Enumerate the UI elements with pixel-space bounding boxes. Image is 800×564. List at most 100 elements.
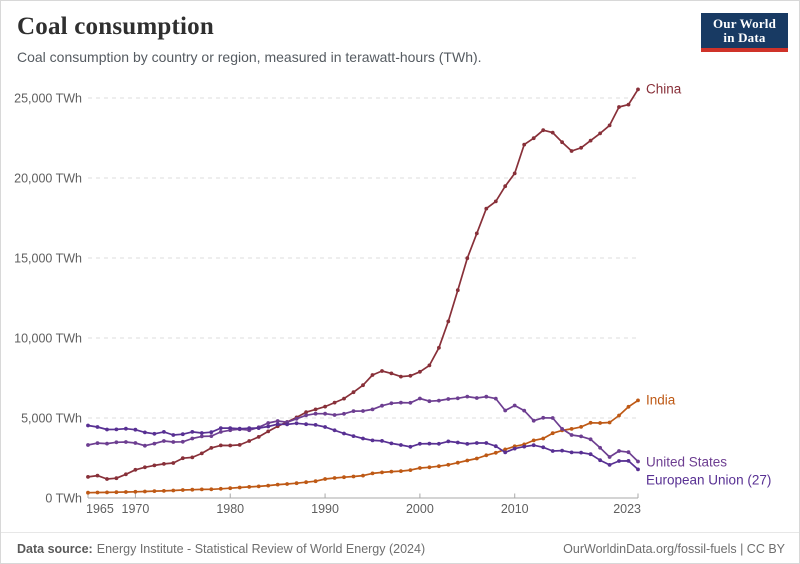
data-point[interactable] [237, 485, 242, 490]
data-point[interactable] [294, 421, 299, 426]
data-point[interactable] [313, 407, 318, 412]
data-point[interactable] [247, 439, 252, 443]
data-point[interactable] [531, 443, 536, 448]
data-point[interactable] [550, 449, 555, 453]
data-point[interactable] [541, 415, 546, 420]
data-point[interactable] [408, 468, 413, 472]
data-point[interactable] [209, 487, 214, 492]
data-point[interactable] [152, 431, 157, 436]
data-point[interactable] [474, 456, 479, 461]
data-point[interactable] [389, 371, 394, 376]
data-point[interactable] [143, 465, 147, 470]
data-point[interactable] [190, 487, 195, 492]
data-point[interactable] [190, 436, 195, 441]
data-point[interactable] [86, 423, 90, 428]
data-point[interactable] [408, 444, 413, 449]
data-point[interactable] [465, 442, 470, 446]
data-point[interactable] [598, 421, 602, 425]
data-point[interactable] [133, 427, 138, 432]
data-point[interactable] [446, 462, 451, 467]
data-point[interactable] [95, 425, 100, 429]
data-point[interactable] [180, 488, 185, 492]
data-point[interactable] [560, 448, 564, 453]
data-point[interactable] [332, 413, 337, 417]
data-point[interactable] [105, 490, 109, 495]
data-point[interactable] [342, 431, 346, 436]
data-point[interactable] [503, 184, 508, 189]
data-point[interactable] [114, 476, 119, 481]
data-point[interactable] [218, 486, 223, 491]
data-point[interactable] [626, 450, 631, 455]
data-point[interactable] [162, 439, 166, 443]
data-point[interactable] [86, 443, 90, 447]
data-point[interactable] [607, 455, 612, 459]
data-point[interactable] [465, 458, 470, 463]
owid-link[interactable]: OurWorldinData.org/fossil-fuels | CC BY [563, 542, 785, 556]
data-point[interactable] [522, 142, 527, 147]
data-point[interactable] [351, 474, 356, 479]
data-point[interactable] [399, 469, 403, 473]
data-point[interactable] [569, 433, 574, 437]
data-point[interactable] [256, 426, 261, 430]
data-point[interactable] [569, 149, 574, 153]
data-point[interactable] [228, 443, 233, 448]
data-point[interactable] [114, 440, 119, 445]
data-point[interactable] [370, 373, 375, 377]
data-point[interactable] [399, 400, 403, 405]
data-point[interactable] [484, 394, 489, 399]
data-point[interactable] [266, 429, 271, 434]
data-point[interactable] [162, 489, 166, 493]
data-point[interactable] [209, 430, 214, 435]
data-point[interactable] [332, 400, 337, 405]
data-point[interactable] [171, 440, 176, 444]
data-point[interactable] [180, 432, 185, 437]
data-point[interactable] [579, 145, 583, 150]
data-point[interactable] [152, 489, 157, 493]
data-point[interactable] [550, 130, 555, 135]
data-point[interactable] [617, 459, 621, 463]
data-point[interactable] [550, 431, 555, 436]
data-point[interactable] [152, 441, 157, 446]
data-point[interactable] [361, 436, 365, 441]
data-point[interactable] [380, 470, 384, 475]
data-point[interactable] [503, 447, 508, 452]
data-point[interactable] [560, 427, 564, 431]
data-point[interactable] [275, 482, 280, 487]
data-point[interactable] [247, 485, 252, 489]
data-point[interactable] [522, 408, 527, 413]
data-point[interactable] [427, 465, 432, 470]
data-point[interactable] [124, 426, 128, 431]
data-point[interactable] [190, 430, 195, 434]
data-point[interactable] [266, 483, 271, 488]
data-point[interactable] [427, 441, 432, 446]
data-point[interactable] [484, 441, 489, 445]
data-point[interactable] [389, 441, 394, 446]
data-point[interactable] [512, 403, 517, 408]
data-point[interactable] [512, 446, 517, 451]
data-point[interactable] [342, 411, 346, 416]
data-point[interactable] [114, 427, 119, 432]
data-point[interactable] [446, 319, 451, 324]
data-point[interactable] [332, 428, 337, 433]
data-point[interactable] [162, 462, 166, 466]
data-point[interactable] [133, 441, 138, 445]
data-point[interactable] [86, 490, 90, 495]
data-point[interactable] [474, 441, 479, 445]
data-point[interactable] [237, 426, 242, 431]
data-point[interactable] [408, 400, 413, 405]
data-point[interactable] [95, 441, 100, 445]
data-point[interactable] [389, 401, 394, 406]
data-point[interactable] [588, 138, 593, 143]
data-point[interactable] [380, 369, 384, 373]
data-point[interactable] [285, 422, 289, 427]
data-point[interactable] [351, 409, 356, 413]
data-point[interactable] [484, 453, 489, 458]
data-point[interactable] [636, 87, 640, 92]
data-point[interactable] [380, 439, 384, 443]
data-point[interactable] [351, 434, 356, 438]
data-point[interactable] [455, 288, 460, 293]
data-point[interactable] [143, 489, 147, 494]
data-point[interactable] [143, 443, 147, 448]
data-point[interactable] [418, 369, 422, 374]
